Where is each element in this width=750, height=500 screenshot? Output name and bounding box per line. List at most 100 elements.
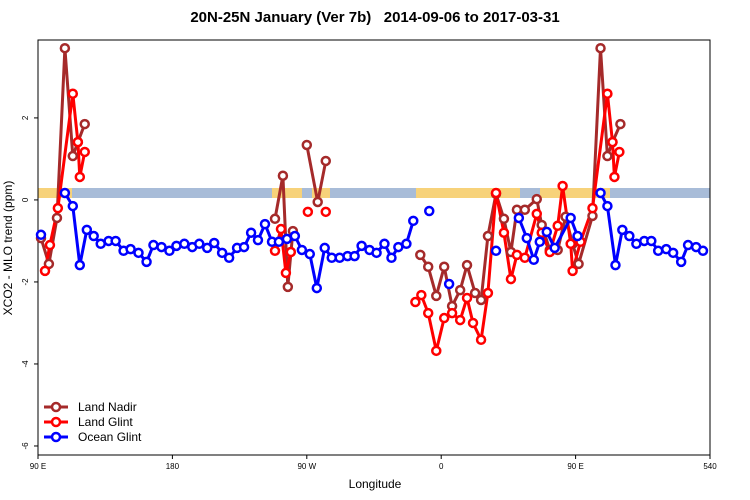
data-point — [301, 139, 313, 151]
data-point — [245, 227, 257, 238]
y-axis-label: XCO2 - MLO trend (ppm) — [1, 181, 15, 316]
data-point — [617, 224, 628, 236]
land-strip — [272, 188, 302, 198]
y-tick-label: -2 — [21, 278, 30, 286]
data-point — [498, 227, 510, 238]
data-point — [567, 265, 578, 277]
data-point — [461, 292, 473, 304]
data-point — [667, 247, 679, 259]
data-point — [454, 314, 466, 326]
data-point — [467, 317, 479, 329]
data-point — [531, 193, 543, 205]
data-point — [552, 220, 563, 232]
data-point — [565, 212, 576, 224]
data-point — [67, 150, 79, 162]
data-point — [282, 281, 294, 293]
data-point — [35, 229, 47, 241]
data-point — [557, 180, 568, 192]
data-point — [416, 289, 427, 301]
x-tick-label: 540 — [703, 462, 717, 471]
data-point — [79, 146, 90, 158]
data-point — [534, 236, 546, 248]
data-point — [461, 259, 473, 271]
data-point — [201, 242, 213, 254]
data-point — [573, 258, 584, 270]
data-point — [422, 261, 434, 273]
y-tick-label: 2 — [21, 115, 30, 120]
y-tick-label: -4 — [21, 360, 30, 368]
data-point — [273, 236, 285, 248]
data-point — [289, 230, 301, 242]
data-point — [565, 238, 576, 250]
data-point — [602, 200, 613, 212]
data-point — [646, 235, 657, 247]
data-point — [371, 247, 382, 259]
data-point — [74, 259, 86, 271]
data-point — [652, 245, 664, 257]
data-point — [490, 187, 502, 199]
data-point — [51, 212, 63, 224]
data-point — [259, 218, 271, 230]
data-point — [379, 238, 390, 250]
data-point — [67, 200, 79, 212]
data-point — [410, 296, 421, 308]
data-point — [275, 223, 287, 235]
data-point — [431, 290, 442, 302]
data-point — [614, 146, 625, 158]
data-point — [401, 238, 412, 250]
legend-label: Land Glint — [78, 415, 133, 429]
legend-label: Land Nadir — [78, 400, 137, 414]
data-point — [125, 243, 136, 255]
data-point — [223, 252, 235, 264]
legend-marker — [50, 431, 62, 443]
data-point — [311, 282, 323, 294]
data-point — [386, 252, 397, 264]
data-point — [602, 88, 613, 99]
data-point — [531, 208, 543, 220]
data-point — [521, 232, 533, 244]
data-point — [208, 237, 220, 249]
data-point — [572, 230, 583, 242]
data-point — [408, 215, 419, 227]
data-point — [549, 242, 560, 254]
data-point — [475, 334, 487, 346]
y-tick-label: -6 — [21, 442, 30, 450]
data-point — [595, 187, 606, 199]
data-point — [269, 213, 281, 225]
data-point — [682, 239, 694, 251]
data-point — [446, 307, 458, 319]
data-point — [422, 307, 434, 319]
data-point — [319, 242, 330, 254]
data-point — [59, 42, 71, 54]
data-point — [164, 245, 175, 257]
data-point — [498, 213, 510, 225]
x-tick-label: 90 E — [30, 462, 46, 471]
data-point — [438, 261, 450, 273]
data-point — [528, 254, 540, 266]
data-point — [320, 206, 332, 218]
data-point — [312, 196, 323, 208]
data-point — [482, 230, 494, 242]
data-point — [469, 287, 481, 299]
data-point — [110, 235, 121, 247]
data-point — [610, 259, 621, 271]
data-point — [304, 248, 316, 260]
data-point — [505, 273, 517, 285]
y-tick-label: 0 — [21, 197, 30, 202]
data-point — [52, 202, 64, 214]
plot-frame — [37, 39, 711, 456]
data-point — [454, 284, 466, 296]
data-point — [296, 244, 308, 256]
data-point — [595, 42, 606, 54]
data-point — [67, 88, 79, 99]
data-point — [238, 241, 250, 253]
data-point — [280, 267, 292, 279]
data-point — [424, 205, 435, 217]
data-point — [587, 202, 598, 214]
data-point — [697, 245, 709, 257]
land-strip — [38, 188, 72, 198]
data-point — [607, 136, 618, 148]
data-point — [88, 230, 99, 242]
